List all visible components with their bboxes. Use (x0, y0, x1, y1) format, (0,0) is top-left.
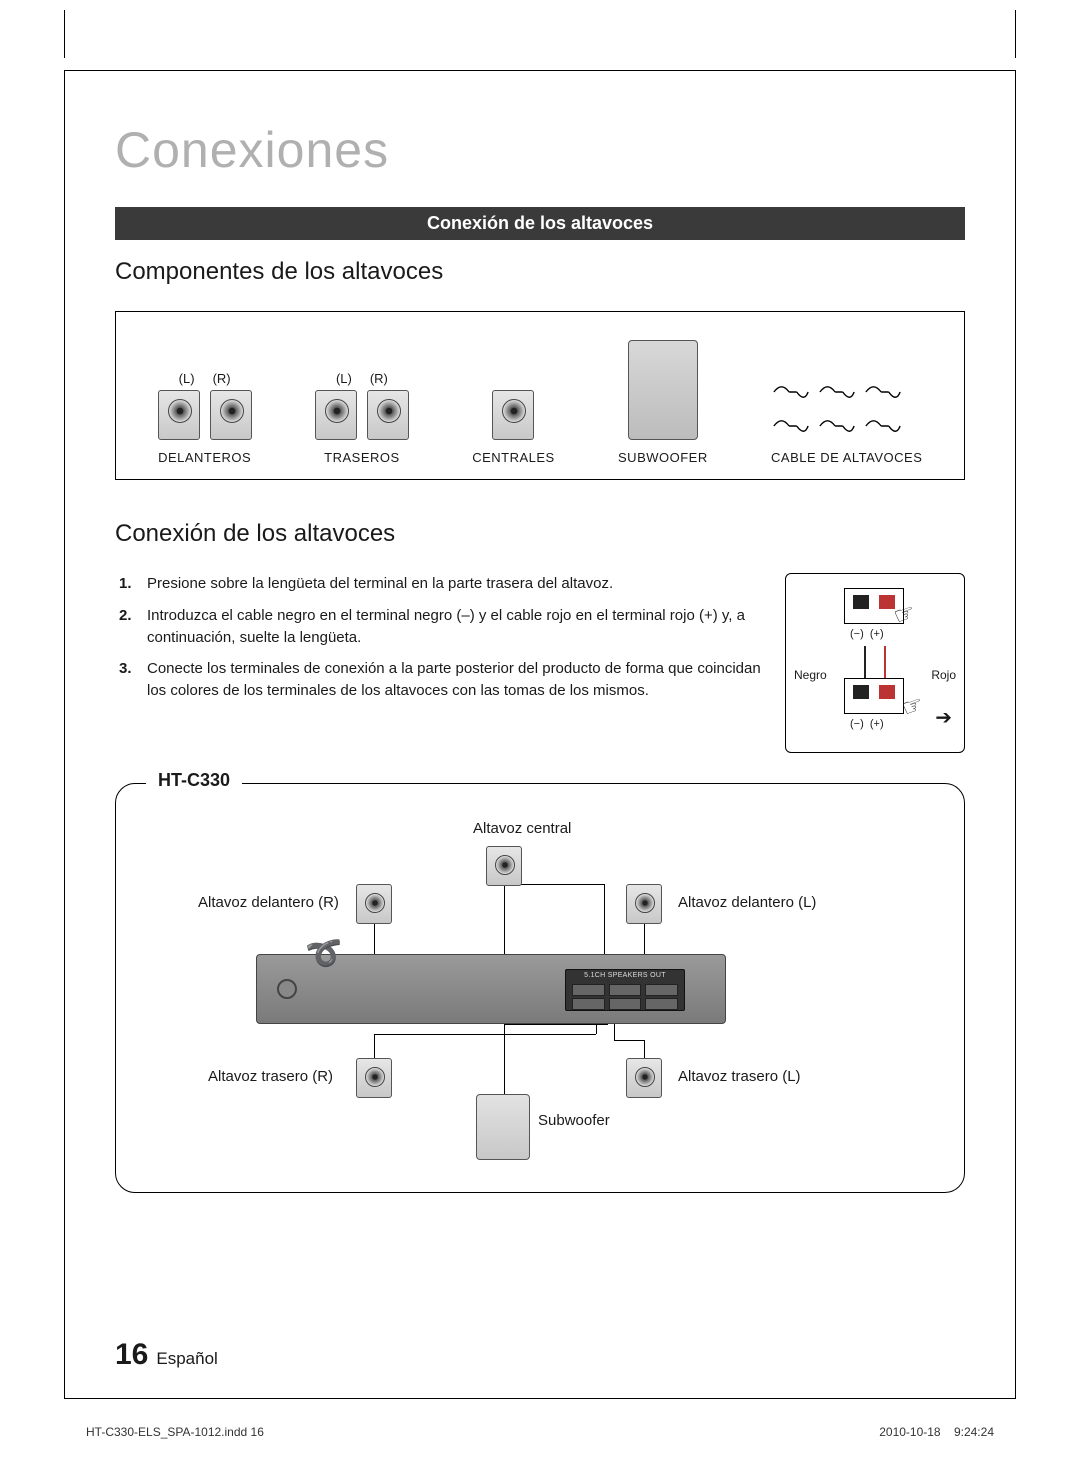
step-1: 1.Presione sobre la lengüeta del termina… (119, 573, 765, 595)
cable-icon (863, 378, 903, 406)
rear-r-label: Altavoz trasero (R) (206, 1068, 335, 1085)
front-label: DELANTEROS (158, 450, 252, 465)
negro-label: Negro (794, 668, 827, 682)
comp-center: CENTRALES (472, 390, 555, 465)
cable-icon (771, 412, 811, 440)
front-speaker-l-icon (158, 390, 200, 440)
footer-file: HT-C330-ELS_SPA-1012.indd 16 (86, 1425, 264, 1439)
page-number: 16 Español (115, 1338, 218, 1372)
rear-r-speaker-icon (356, 1058, 392, 1098)
front-r-speaker-icon (356, 884, 392, 924)
rear-r-label: (R) (370, 371, 388, 386)
rear-l-label: Altavoz trasero (L) (676, 1068, 803, 1085)
center-speaker-icon (492, 390, 534, 440)
main-unit-icon: ➰ 5.1CH SPEAKERS OUT (256, 954, 726, 1024)
rojo-label: Rojo (931, 668, 956, 682)
comp-cable: CABLE DE ALTAVOCES (771, 378, 922, 465)
subwoofer-icon (628, 340, 698, 440)
subwoofer-label: Subwoofer (536, 1112, 612, 1129)
model-box: HT-C330 Altavoz central Altavoz delanter… (115, 783, 965, 1193)
components-box: (L) (R) DELANTEROS (L) (R) TRASEROS CENT… (115, 311, 965, 480)
rear-speaker-l-icon (315, 390, 357, 440)
comp-front: (L) (R) DELANTEROS (158, 371, 252, 465)
chapter-title: Conexiones (115, 121, 965, 179)
port-panel-label: 5.1CH SPEAKERS OUT (566, 972, 684, 979)
comp-rear: (L) (R) TRASEROS (315, 371, 409, 465)
steps-list: 1.Presione sobre la lengüeta del termina… (115, 573, 765, 753)
front-r-label: (R) (213, 371, 231, 386)
front-l-speaker-icon (626, 884, 662, 924)
step-2: 2.Introduzca el cable negro en el termin… (119, 605, 765, 649)
page-frame: Conexiones Conexión de los altavoces Com… (64, 70, 1016, 1399)
center-label: CENTRALES (472, 450, 555, 465)
rear-label: TRASEROS (315, 450, 409, 465)
center-speaker-label: Altavoz central (471, 820, 573, 837)
components-title: Componentes de los altavoces (115, 258, 965, 286)
front-l-label: (L) (179, 371, 195, 386)
step-3: 3.Conecte los terminales de conexión a l… (119, 658, 765, 702)
cable-icon (863, 412, 903, 440)
center-speaker-icon (486, 846, 522, 886)
hand-icon: ☞ (898, 689, 928, 724)
comp-sub: SUBWOOFER (618, 340, 708, 465)
rear-l-speaker-icon (626, 1058, 662, 1098)
cable-icon (771, 378, 811, 406)
arrow-down-icon: ➔ (935, 705, 952, 730)
cable-label: CABLE DE ALTAVOCES (771, 450, 922, 465)
subwoofer-mini-icon (476, 1094, 530, 1160)
front-r-label: Altavoz delantero (R) (196, 894, 341, 911)
connection-title: Conexión de los altavoces (115, 520, 965, 548)
cable-icon (817, 412, 857, 440)
terminal-bottom-icon (844, 678, 904, 714)
front-speaker-r-icon (210, 390, 252, 440)
cable-icon (817, 378, 857, 406)
terminal-diagram: ☞ (−) (+) Negro Rojo ☞ (−) (+) ➔ (785, 573, 965, 753)
footer-meta: HT-C330-ELS_SPA-1012.indd 16 2010-10-18 … (86, 1425, 994, 1439)
rear-l-label: (L) (336, 371, 352, 386)
sub-label: SUBWOOFER (618, 450, 708, 465)
front-l-label: Altavoz delantero (L) (676, 894, 818, 911)
hand-icon: ☞ (890, 597, 920, 632)
footer-date: 2010-10-18 (879, 1425, 940, 1439)
footer-time: 9:24:24 (954, 1425, 994, 1439)
section-banner: Conexión de los altavoces (115, 207, 965, 240)
rear-speaker-r-icon (367, 390, 409, 440)
